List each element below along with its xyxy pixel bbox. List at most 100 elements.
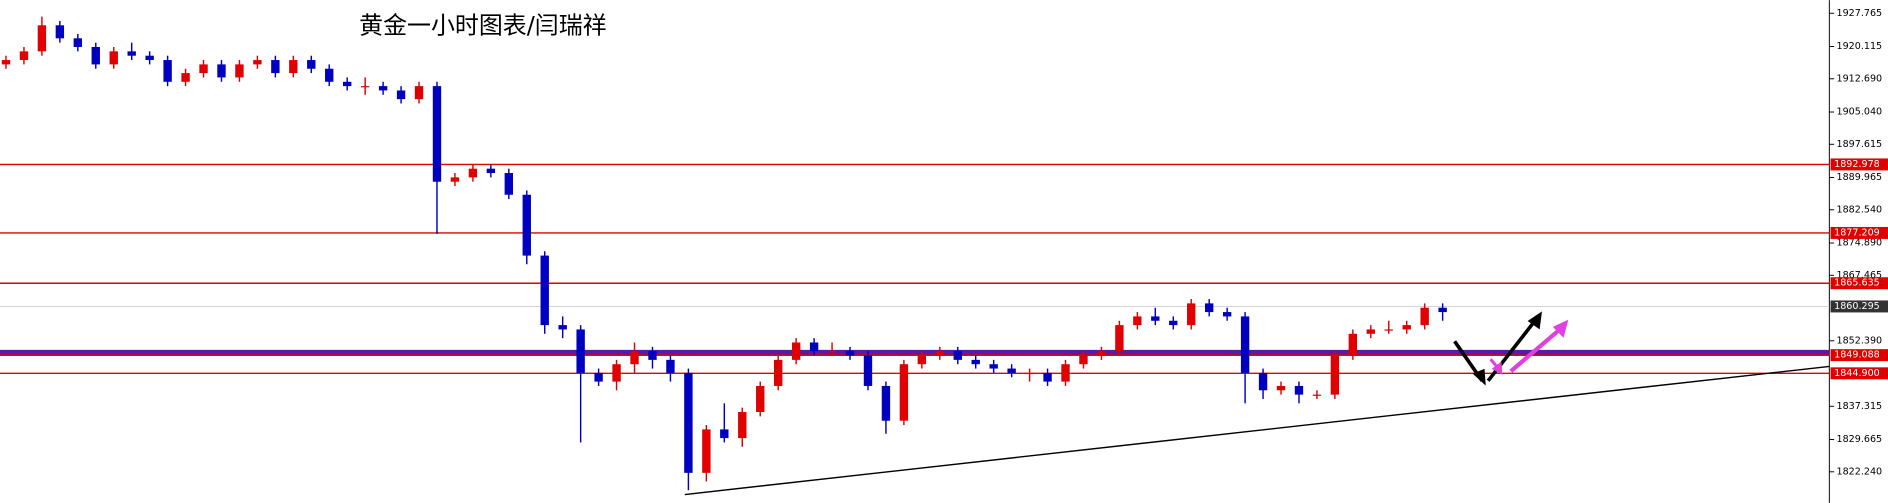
candle-body xyxy=(684,372,693,473)
y-tick-label: 1837.315 xyxy=(1837,401,1883,412)
candle-body xyxy=(145,55,154,61)
y-tick-label: 1867.465 xyxy=(1837,270,1883,281)
candle-body xyxy=(1330,355,1340,395)
candle-body xyxy=(1097,351,1106,356)
y-tick-label: 1829.665 xyxy=(1837,434,1883,445)
level-label-box xyxy=(1830,226,1888,239)
level-label-box xyxy=(1830,158,1888,171)
candle-body xyxy=(756,385,765,413)
candle-body xyxy=(917,355,927,365)
level-label-box xyxy=(1830,349,1888,362)
candle-body xyxy=(91,47,100,65)
candle-body xyxy=(1,60,11,65)
plot xyxy=(0,16,1830,491)
candle-body xyxy=(899,364,909,421)
magenta-arrow xyxy=(1489,319,1569,375)
candle-body xyxy=(1061,364,1070,382)
candle-body xyxy=(791,342,801,360)
y-tick-label: 1920.115 xyxy=(1837,41,1883,52)
y-tick-label: 1927.765 xyxy=(1837,8,1883,19)
level-label: 1892.978 xyxy=(1834,159,1880,170)
candle-body xyxy=(432,86,442,182)
candle-body xyxy=(1169,320,1178,326)
candle-body xyxy=(307,60,316,69)
current-price-box xyxy=(1830,300,1888,313)
candle-body xyxy=(1276,385,1286,391)
candle-body xyxy=(738,412,747,439)
candle-body xyxy=(1025,372,1034,375)
candle-body xyxy=(1438,307,1447,313)
candle-body xyxy=(253,60,262,65)
candle-body xyxy=(666,359,675,373)
candle-body xyxy=(1133,316,1142,326)
candle-body xyxy=(1366,329,1375,334)
level-label-box xyxy=(1830,367,1888,380)
candle-body xyxy=(1151,316,1160,321)
candle-body xyxy=(971,359,980,365)
level-label: 1865.635 xyxy=(1834,278,1880,289)
candle-body xyxy=(863,355,873,386)
level-label: 1844.900 xyxy=(1834,368,1880,379)
candle-body xyxy=(396,90,406,100)
candle-body xyxy=(450,177,460,182)
candle-body xyxy=(235,64,244,78)
candle-body xyxy=(109,51,118,65)
candle-body xyxy=(773,359,783,386)
candle-body xyxy=(37,25,47,52)
y-tick-label: 1912.690 xyxy=(1837,73,1883,84)
candle-body xyxy=(540,255,549,326)
y-tick-label: 1874.890 xyxy=(1837,238,1883,249)
candle-body xyxy=(522,194,531,256)
y-tick-label: 1822.240 xyxy=(1837,466,1883,477)
candle-body xyxy=(360,86,370,88)
candle-body xyxy=(289,60,298,74)
candle-body xyxy=(1384,329,1393,331)
candle-body xyxy=(414,86,424,100)
candle-body xyxy=(594,372,603,382)
candle-body xyxy=(648,351,657,360)
candle-body xyxy=(1312,394,1322,396)
candle-body xyxy=(989,364,998,369)
candle-body xyxy=(1258,372,1268,391)
candle-body xyxy=(576,329,585,373)
candle-body xyxy=(1222,312,1232,317)
candle-body xyxy=(1294,385,1304,395)
trend-line xyxy=(684,365,1830,496)
candle-body xyxy=(558,325,567,330)
candle-body xyxy=(1043,372,1052,382)
candle-body xyxy=(1402,325,1411,330)
level-label: 1877.209 xyxy=(1834,227,1880,238)
candle-body xyxy=(486,168,496,174)
candle-body xyxy=(127,51,136,56)
y-tick-label: 1889.965 xyxy=(1837,172,1883,183)
candle-body xyxy=(630,351,639,365)
y-tick-label: 1897.615 xyxy=(1837,139,1883,150)
candle-body xyxy=(827,351,837,353)
candle-body xyxy=(612,364,621,382)
current-price-label: 1860.295 xyxy=(1834,301,1880,312)
candle-body xyxy=(55,25,65,39)
level-label: 1849.088 xyxy=(1834,350,1880,361)
y-tick-label: 1882.540 xyxy=(1837,204,1883,215)
candle-body xyxy=(1240,316,1250,373)
candle-body xyxy=(1115,325,1124,352)
candle-body xyxy=(845,351,855,356)
candle-body xyxy=(1420,307,1429,326)
candle-body xyxy=(19,51,29,61)
candle-body xyxy=(468,168,478,178)
candle-body xyxy=(73,38,83,48)
candle-body xyxy=(217,64,226,78)
candle-body xyxy=(163,60,172,82)
candle-body xyxy=(343,81,352,87)
candle-body xyxy=(881,385,891,421)
candle-body xyxy=(935,351,944,356)
candle-body xyxy=(1007,368,1016,373)
candle-body xyxy=(504,173,514,195)
candle-body xyxy=(1079,355,1088,365)
candle-body xyxy=(378,86,388,91)
level-label-box xyxy=(1830,277,1888,290)
black-arrow xyxy=(1453,311,1543,386)
candle-body xyxy=(809,342,819,352)
candle-body xyxy=(720,429,729,439)
